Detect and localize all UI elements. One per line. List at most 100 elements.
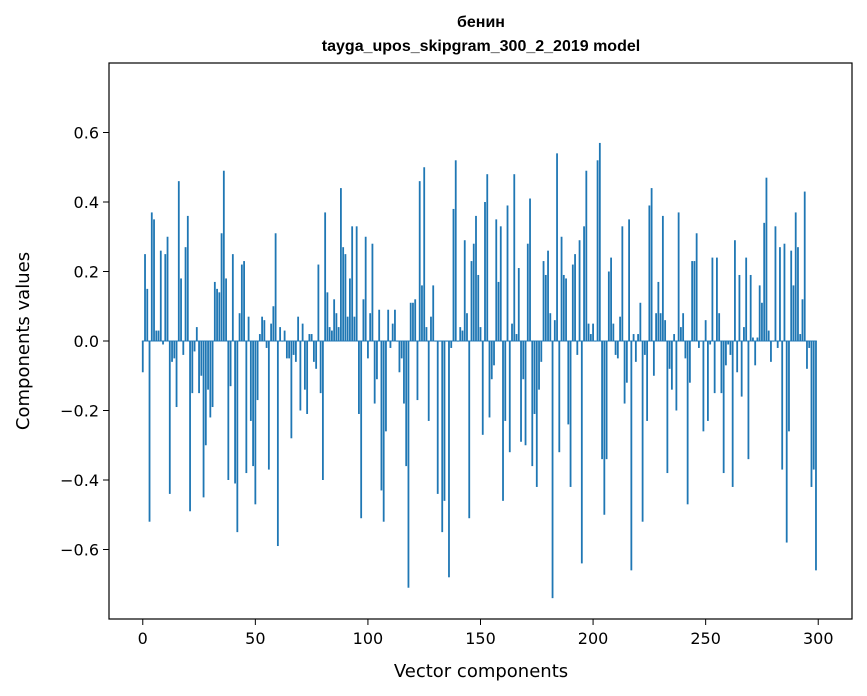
bar-89 <box>342 247 345 341</box>
bar-176 <box>538 341 540 390</box>
bar-254 <box>713 341 716 394</box>
bar-107 <box>382 341 385 522</box>
bar-234 <box>668 341 671 369</box>
bar-202 <box>596 160 599 341</box>
bar-16 <box>177 181 180 341</box>
bar-189 <box>567 341 570 425</box>
bar-210 <box>614 341 617 355</box>
bar-282 <box>776 341 779 348</box>
bar-235 <box>670 341 673 390</box>
y-tick-label: −0.4 <box>60 471 99 490</box>
bar-188 <box>565 278 567 341</box>
bar-58 <box>272 306 275 341</box>
bar-55 <box>265 341 268 348</box>
bar-59 <box>274 233 277 341</box>
bar-278 <box>767 330 770 341</box>
chart-title-text: бенин <box>457 14 505 31</box>
bar-38 <box>227 341 230 480</box>
bar-270 <box>749 274 752 341</box>
bar-173 <box>531 341 534 467</box>
bar-35 <box>220 233 223 341</box>
bar-46 <box>245 341 248 474</box>
bar-298 <box>812 341 815 470</box>
bar-226 <box>650 188 653 341</box>
bar-50 <box>254 341 257 505</box>
x-tick-label: 250 <box>690 629 721 648</box>
bar-20 <box>186 215 189 341</box>
bar-108 <box>385 341 387 432</box>
bar-80 <box>321 341 324 480</box>
bar-87 <box>337 327 340 341</box>
bar-141 <box>459 327 462 341</box>
bar-214 <box>623 341 626 404</box>
bar-187 <box>562 274 565 341</box>
bar-206 <box>605 341 608 460</box>
bar-271 <box>752 337 754 341</box>
bar-7 <box>157 330 160 341</box>
bar-288 <box>790 250 793 341</box>
bar-70 <box>299 341 302 411</box>
bar-153 <box>486 174 489 341</box>
bar-264 <box>736 341 739 373</box>
bar-66 <box>290 341 293 439</box>
bar-34 <box>218 292 221 341</box>
bar-120 <box>412 302 414 341</box>
bar-71 <box>301 323 304 341</box>
bar-11 <box>166 236 169 341</box>
bar-182 <box>551 341 554 599</box>
bar-98 <box>362 299 365 341</box>
bar-114 <box>398 341 401 373</box>
bar-228 <box>655 313 658 341</box>
chart-subtitle-text: tayga_upos_skipgram_300_2_2019 model <box>322 38 640 55</box>
bar-97 <box>360 341 363 519</box>
bar-36 <box>222 170 225 341</box>
bar-276 <box>763 222 766 341</box>
bar-212 <box>619 316 621 341</box>
bar-192 <box>574 254 576 341</box>
bar-279 <box>770 341 772 362</box>
bar-163 <box>508 341 511 453</box>
bar-6 <box>155 330 158 341</box>
bar-109 <box>387 309 390 341</box>
bar-268 <box>745 257 748 341</box>
bar-18 <box>182 341 185 355</box>
bar-196 <box>583 226 585 341</box>
bar-209 <box>612 323 615 341</box>
bar-12 <box>168 341 171 494</box>
y-tick-label: −0.6 <box>60 541 99 560</box>
bar-21 <box>189 341 191 512</box>
bar-180 <box>547 250 549 341</box>
bar-116 <box>403 341 405 404</box>
bar-37 <box>225 278 227 341</box>
bar-242 <box>686 341 689 505</box>
bar-186 <box>560 236 563 341</box>
bar-215 <box>625 341 628 383</box>
bar-134 <box>443 341 446 501</box>
bar-117 <box>405 341 408 467</box>
bar-255 <box>716 257 718 341</box>
bar-272 <box>754 341 757 366</box>
bar-81 <box>324 212 327 341</box>
bar-165 <box>513 174 516 341</box>
bar-164 <box>511 323 513 341</box>
bar-74 <box>308 334 311 341</box>
bar-39 <box>229 341 232 387</box>
bar-104 <box>376 341 378 380</box>
bar-51 <box>256 341 259 401</box>
bar-151 <box>481 341 484 435</box>
bar-85 <box>333 299 336 341</box>
bar-155 <box>490 341 493 380</box>
y-tick-label: 0.2 <box>74 263 99 282</box>
bar-295 <box>806 341 808 369</box>
bar-199 <box>589 334 592 341</box>
bar-292 <box>799 334 802 341</box>
bar-75 <box>310 334 313 341</box>
bar-17 <box>180 278 182 341</box>
bar-147 <box>472 243 475 341</box>
bar-194 <box>578 240 581 341</box>
bar-156 <box>493 341 495 366</box>
bar-125 <box>423 167 426 341</box>
bar-175 <box>535 341 538 487</box>
bar-244 <box>691 261 694 341</box>
bar-179 <box>544 274 547 341</box>
